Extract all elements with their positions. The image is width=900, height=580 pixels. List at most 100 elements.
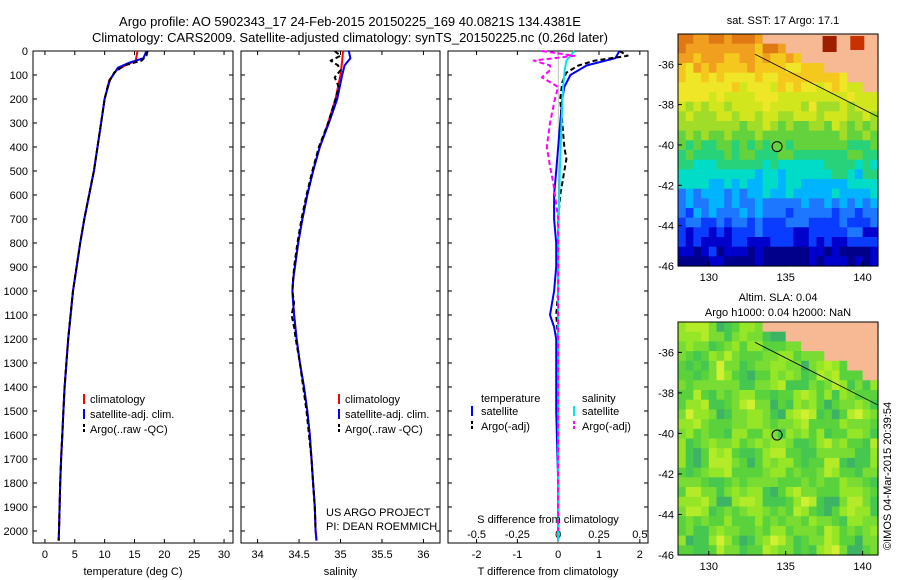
map-cell (701, 438, 710, 449)
map-cell (793, 351, 802, 362)
map-cell (770, 159, 779, 170)
x-tick-label: 35 (334, 549, 346, 561)
map-cell (847, 159, 856, 170)
map-cell (839, 53, 848, 64)
map-cell (693, 188, 702, 199)
map-cell (854, 92, 864, 103)
map-cell (739, 545, 748, 556)
map-cell (831, 428, 841, 440)
map-cell (770, 256, 779, 267)
map-cell (847, 419, 856, 430)
map-cell (708, 72, 718, 83)
map-y-tick-label: -42 (658, 469, 674, 481)
map-cell (785, 179, 794, 190)
map-cell (754, 506, 764, 517)
map-cell (870, 92, 879, 103)
map-cell (801, 331, 810, 342)
map-cell (793, 428, 802, 440)
map-cell (839, 237, 848, 248)
map-cell (762, 331, 771, 342)
map-cell (778, 256, 787, 267)
map-cell (724, 237, 733, 248)
map-cell (793, 390, 802, 401)
map-cell (685, 92, 694, 103)
map-cell (785, 438, 794, 449)
map-cell (731, 140, 741, 151)
map-cell (824, 457, 833, 469)
map-cell (785, 535, 794, 546)
map-cell (762, 341, 771, 352)
map-cell (831, 188, 841, 199)
map-cell (754, 237, 764, 248)
map-cell (862, 82, 871, 93)
x-tick-label: -1 (512, 549, 522, 561)
map-cell (785, 34, 794, 45)
map-cell (724, 399, 733, 410)
map-cell (754, 380, 764, 391)
map-cell (678, 63, 687, 74)
map-cell (701, 341, 710, 352)
map-cell (678, 438, 687, 449)
map-cell (824, 217, 833, 228)
map-cell (785, 448, 794, 459)
map-cell (847, 237, 856, 248)
map-cell (762, 188, 771, 199)
map-cell (847, 428, 856, 440)
map-cell (685, 237, 694, 248)
map-cell (716, 72, 725, 83)
map-cell (685, 535, 694, 546)
map-cell (793, 198, 802, 209)
map-x-tick-label: 140 (853, 272, 871, 284)
map-cell (731, 516, 741, 527)
map-cell (693, 121, 702, 132)
map-cell (739, 428, 748, 440)
map-cell (824, 256, 833, 267)
map-cell (862, 159, 871, 170)
map-cell (701, 390, 710, 401)
map-cell (724, 72, 733, 83)
map-cell (816, 130, 825, 141)
map-cell (785, 198, 794, 209)
map-cell (870, 428, 879, 440)
map-cell (847, 535, 856, 546)
map-cell (808, 217, 818, 228)
map-cell (862, 150, 871, 161)
x-tick-label: 0 (42, 549, 48, 561)
map-cell (793, 380, 802, 391)
map-cell (724, 457, 733, 469)
map-cell (770, 351, 779, 362)
map-cell (862, 390, 871, 401)
map-cell (801, 380, 810, 391)
map-cell (793, 341, 802, 352)
map-cell (693, 360, 702, 372)
map-cell (801, 72, 810, 83)
map-cell (778, 322, 787, 333)
map-cell (816, 140, 825, 151)
map-cell (762, 457, 771, 469)
map-cell (824, 351, 833, 362)
map-cell (685, 256, 694, 267)
map-cell (793, 227, 802, 238)
y-tick-label: 700 (10, 214, 28, 226)
map-cell (831, 516, 841, 527)
map-cell (839, 419, 848, 430)
map-cell (747, 43, 756, 54)
map-cell (785, 246, 794, 257)
map-cell (747, 111, 756, 122)
map-cell (824, 390, 833, 401)
map-cell (770, 516, 779, 527)
map-cell (808, 467, 818, 478)
map-cell (847, 390, 856, 401)
map-cell (854, 341, 864, 352)
map-cell (724, 370, 733, 381)
map-cell (862, 208, 871, 219)
map-cell (831, 121, 841, 132)
map-cell (747, 179, 756, 190)
map-cell (831, 438, 841, 449)
map-cell (793, 140, 802, 151)
map-cell (678, 111, 687, 122)
map-cell (831, 217, 841, 228)
map-cell (847, 457, 856, 469)
map-cell (754, 525, 764, 537)
map-cell (847, 111, 856, 122)
